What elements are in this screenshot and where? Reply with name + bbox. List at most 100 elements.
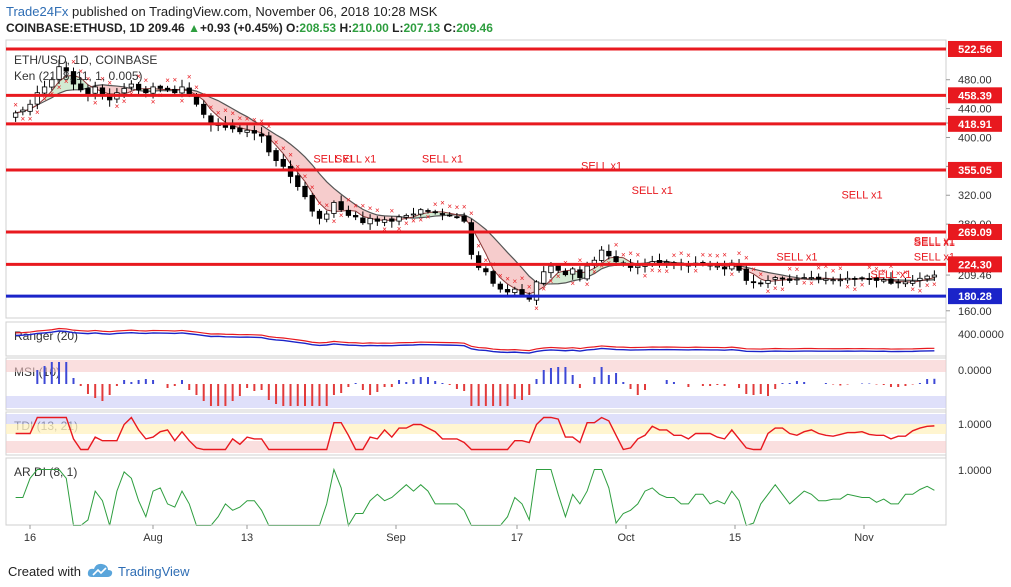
symbol: COINBASE:ETHUSD, 1D xyxy=(6,21,145,35)
price-axis-label: 400.00 xyxy=(958,132,992,144)
stop-marker: × xyxy=(527,282,532,291)
candle-body xyxy=(70,71,77,85)
level-label: 224.30 xyxy=(958,259,992,271)
candle-body xyxy=(352,215,359,218)
candle-body xyxy=(598,249,605,261)
open-label: O: xyxy=(286,21,300,35)
stop-marker: × xyxy=(274,138,279,147)
stop-marker: × xyxy=(686,251,691,260)
stop-marker: × xyxy=(397,224,402,233)
author-name[interactable]: Trade24Fx xyxy=(6,4,69,19)
stop-marker: × xyxy=(368,204,373,213)
candle-body xyxy=(533,281,540,301)
candle-body xyxy=(63,67,69,72)
candle-body xyxy=(316,210,323,219)
stop-marker: × xyxy=(455,203,460,212)
price-axis-label: 440.00 xyxy=(958,104,992,116)
candle-body xyxy=(483,268,489,273)
stop-marker: × xyxy=(766,287,771,296)
candle-body xyxy=(475,255,482,268)
stop-marker: × xyxy=(353,202,358,211)
stop-marker: × xyxy=(773,284,778,293)
stop-marker: × xyxy=(187,72,192,81)
tradingview-cloud-icon[interactable] xyxy=(86,561,114,581)
sell-signal-label: SELL x1 xyxy=(313,153,354,165)
candle-body xyxy=(555,265,561,271)
stop-marker: × xyxy=(418,216,423,225)
level-label-box xyxy=(948,115,1002,132)
sell-signal-label: SELL x1 xyxy=(422,153,463,165)
created-with-text: Created with xyxy=(8,564,81,579)
candle-body xyxy=(34,92,40,105)
candle-body xyxy=(201,103,207,115)
ken-cloud xyxy=(695,263,797,282)
candle-body xyxy=(410,213,417,216)
stop-marker: × xyxy=(259,117,264,126)
stop-marker: × xyxy=(672,251,677,260)
level-label: 180.28 xyxy=(958,291,992,303)
candle-body xyxy=(244,129,250,133)
level-label-box xyxy=(948,161,1002,178)
stop-marker: × xyxy=(838,264,843,273)
candle-body xyxy=(584,265,590,280)
stop-marker: × xyxy=(621,251,626,260)
time-axis-label: 16 xyxy=(24,532,36,544)
stop-marker: × xyxy=(708,251,713,260)
candle-body xyxy=(895,281,901,284)
candle-body xyxy=(193,95,200,105)
stop-marker: × xyxy=(693,266,698,275)
stop-marker: × xyxy=(910,285,915,294)
stop-marker: × xyxy=(751,265,756,274)
stop-marker: × xyxy=(35,108,40,117)
candle-body xyxy=(881,279,887,282)
stop-marker: × xyxy=(71,58,76,67)
level-label-box xyxy=(948,87,1002,104)
stop-marker: × xyxy=(389,206,394,215)
level-label-box xyxy=(948,224,1002,241)
stop-marker: × xyxy=(578,256,583,265)
candle-body xyxy=(324,213,330,220)
sell-signal-label: SELL x1 xyxy=(335,153,376,165)
candle-body xyxy=(917,277,923,281)
candle-body xyxy=(577,269,583,278)
stop-marker: × xyxy=(42,94,47,103)
stop-marker: × xyxy=(802,278,807,287)
candle-body xyxy=(287,166,294,177)
level-label: 458.39 xyxy=(958,90,992,102)
stop-marker: × xyxy=(86,75,91,84)
tdi-lower-band xyxy=(6,441,946,453)
stop-marker: × xyxy=(295,163,300,172)
candle-body xyxy=(389,218,395,222)
published-text: published on TradingView.com, November 0… xyxy=(72,4,438,19)
candle-body xyxy=(439,213,446,215)
candle-body xyxy=(859,277,865,280)
candle-body xyxy=(418,209,424,215)
candle-body xyxy=(461,215,467,222)
price-axis-label: 160.00 xyxy=(958,306,992,318)
candle-body xyxy=(888,278,894,284)
tradingview-brand-link[interactable]: TradingView xyxy=(118,564,190,579)
stop-marker: × xyxy=(382,225,387,234)
stop-marker: × xyxy=(701,250,706,259)
open-value: 208.53 xyxy=(299,21,337,35)
stop-marker: × xyxy=(824,262,829,271)
high-label: H: xyxy=(339,21,353,35)
candle-body xyxy=(635,265,641,268)
candle-body xyxy=(794,278,800,281)
level-label-box xyxy=(948,288,1002,305)
stop-marker: × xyxy=(180,96,185,105)
footer: Created with TradingView xyxy=(0,560,1011,587)
time-axis-label: Nov xyxy=(854,532,874,544)
stop-marker: × xyxy=(845,283,850,292)
stop-marker: × xyxy=(411,217,416,226)
stop-marker: × xyxy=(136,72,141,81)
candle-body xyxy=(338,201,344,211)
candle-body xyxy=(468,222,475,255)
ken-slow-line xyxy=(15,84,935,285)
candle-body xyxy=(656,260,663,264)
stop-marker: × xyxy=(28,114,33,123)
sell-signal-label: SELL x1 xyxy=(914,237,955,249)
candle-body xyxy=(548,265,554,274)
candle-body xyxy=(280,158,286,167)
stop-marker: × xyxy=(614,240,619,249)
